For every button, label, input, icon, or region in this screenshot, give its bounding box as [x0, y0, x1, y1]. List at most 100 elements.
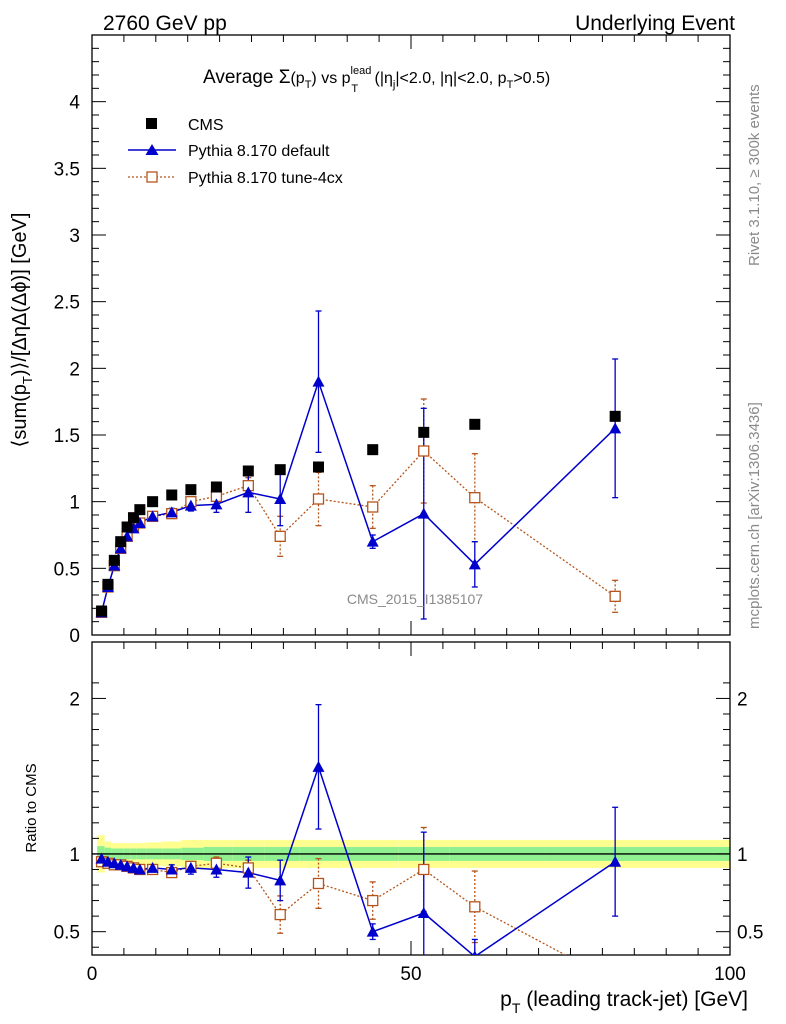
default-marker — [417, 507, 430, 519]
cms-marker — [367, 444, 379, 456]
default-ratio-marker — [417, 907, 430, 919]
mcplots-label: mcplots.cern.ch [arXiv:1306.3436] — [746, 402, 763, 629]
y-tick-label: 1 — [69, 845, 80, 866]
x-tick-labels: 0 50 100 — [87, 964, 746, 985]
y-tick-label-right: 2 — [737, 689, 748, 710]
x-tick-label: 50 — [400, 964, 421, 985]
cms-marker — [609, 410, 621, 422]
legend-label-default: Pythia 8.170 default — [188, 143, 330, 160]
default-ratio-marker — [133, 863, 146, 875]
y-tick-label: 0.5 — [54, 559, 80, 580]
tune-marker — [609, 590, 621, 602]
cms-marker — [210, 481, 222, 493]
cms-marker — [166, 489, 178, 501]
cms-marker — [418, 426, 430, 438]
ratio-panel-series — [95, 704, 622, 986]
y-tick-label: 3.5 — [54, 159, 80, 180]
y-tick-label: 0.5 — [54, 923, 80, 944]
default-marker — [146, 510, 159, 522]
header-right: Underlying Event — [575, 12, 735, 35]
y-tick-labels-main: 0 0.5 1 1.5 2 2.5 3 3.5 4 — [54, 93, 81, 647]
legend-marker-cms — [146, 118, 157, 129]
default-ratio-marker — [95, 852, 108, 864]
ratio-panel-frame — [91, 641, 731, 956]
cms-marker — [242, 465, 254, 477]
default-ratio-marker — [165, 863, 178, 875]
legend: CMS Pythia 8.170 default Pythia 8.170 tu… — [128, 117, 343, 187]
tune-ratio-marker — [312, 877, 325, 890]
default-ratio-marker — [210, 863, 223, 875]
default-ratio-marker — [274, 874, 287, 886]
default-line — [100, 379, 616, 613]
y-tick-label-right: 1 — [737, 845, 748, 866]
tune-marker — [274, 530, 286, 542]
legend-label-cms: CMS — [188, 117, 224, 134]
legend-marker-tune — [146, 171, 158, 183]
default-ratio-marker — [312, 760, 325, 772]
cms-marker — [312, 461, 324, 473]
rivet-version-label: Rivet 3.1.10, ≥ 300k events — [746, 84, 763, 266]
default-marker — [366, 535, 379, 547]
default-marker — [468, 558, 481, 570]
default-marker — [184, 499, 197, 511]
x-axis-label: pT (leading track-jet) [GeV] — [500, 988, 748, 1016]
default-ratio-marker — [146, 861, 159, 873]
cms-marker — [134, 504, 146, 516]
main-panel-series — [95, 310, 622, 620]
analysis-watermark: CMS_2015_I1385107 — [347, 591, 483, 607]
default-marker — [242, 486, 255, 498]
x-tick-label: 100 — [714, 964, 746, 985]
default-ratio-marker — [472, 950, 478, 955]
header-left: 2760 GeV pp — [103, 12, 227, 35]
tune-marker — [367, 501, 379, 513]
y-axis-label-main: ⟨sum(pT)⟩/[ΔηΔ(Δϕ)] [GeV] — [9, 213, 35, 448]
default-marker — [114, 542, 127, 554]
cms-marker — [469, 418, 481, 430]
default-marker — [609, 422, 622, 434]
default-marker — [133, 517, 146, 528]
tune-ratio-marker — [610, 976, 620, 986]
tune-ratio-line — [101, 861, 567, 955]
default-marker — [210, 498, 223, 510]
y-tick-label: 3 — [69, 226, 80, 247]
y-tick-label: 4 — [69, 93, 80, 114]
x-tick-label: 0 — [87, 964, 98, 985]
plot-title: Average Σ(pT) vs plead T (|ηj|<2.0, |η|<2… — [203, 65, 550, 95]
tune-ratio-marker — [418, 863, 430, 876]
default-ratio-marker — [609, 855, 622, 867]
y-axis-label-ratio: Ratio to CMS — [23, 763, 40, 852]
legend-marker-default — [145, 144, 159, 155]
cms-marker — [185, 484, 197, 496]
tune-marker — [469, 492, 481, 504]
legend-label-tune: Pythia 8.170 tune-4cx — [188, 170, 343, 187]
default-marker — [274, 493, 287, 504]
default-ratio-marker — [184, 861, 197, 873]
y-tick-labels-ratio: 0.5 0.5 1 1 2 2 — [54, 689, 764, 943]
y-tick-label: 1 — [69, 493, 80, 514]
cms-marker — [108, 554, 120, 566]
tune-ratio-marker — [274, 908, 286, 921]
y-tick-label-right: 0.5 — [737, 923, 763, 944]
y-tick-label: 1.5 — [54, 426, 80, 447]
tune-ratio-marker — [469, 901, 481, 913]
y-tick-label: 2 — [69, 689, 80, 710]
cms-marker — [147, 496, 159, 508]
default-marker — [165, 506, 178, 518]
cms-marker — [96, 605, 108, 617]
cms-marker — [274, 464, 286, 476]
tune-line — [100, 450, 616, 613]
cms-marker — [115, 536, 127, 548]
tune-marker — [312, 493, 325, 505]
cms-marker — [127, 512, 139, 524]
default-ratio-marker — [242, 866, 255, 878]
tune-marker — [418, 445, 430, 457]
y-tick-label: 0 — [69, 626, 80, 647]
cms-marker — [102, 578, 114, 590]
y-tick-label: 2.5 — [54, 293, 80, 314]
cms-marker — [121, 521, 133, 533]
tune-ratio-marker — [367, 894, 379, 907]
y-tick-label: 2 — [69, 359, 80, 380]
default-marker — [312, 375, 325, 387]
default-ratio-marker — [366, 925, 379, 937]
